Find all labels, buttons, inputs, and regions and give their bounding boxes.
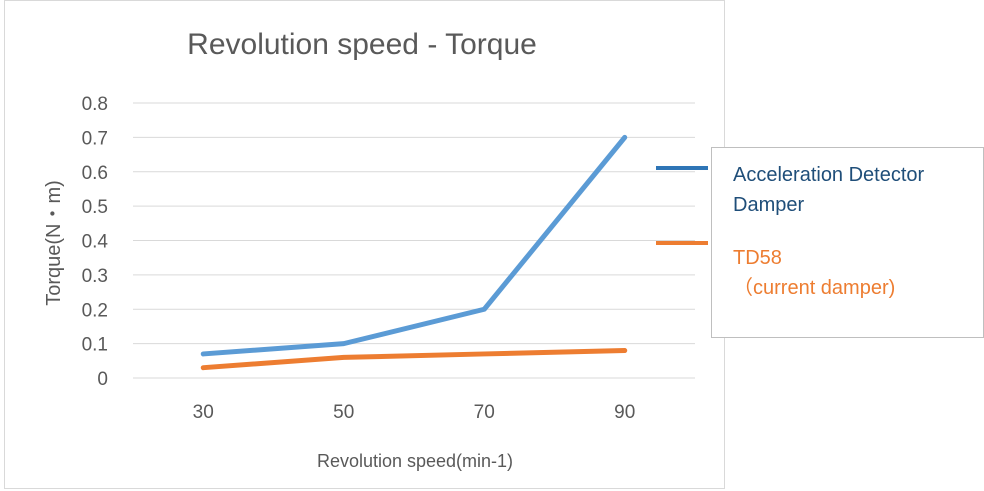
- legend-label-series-1-line1: Acceleration Detector: [733, 164, 925, 186]
- legend-swatch-series-1: [656, 166, 708, 170]
- chart-title: Revolution speed - Torque: [187, 28, 537, 61]
- y-tick-label: 0.2: [82, 300, 108, 321]
- x-axis-ticks: 30 50 70 90: [193, 402, 636, 423]
- series-line-1: [200, 134, 628, 357]
- x-tick-label: 90: [614, 402, 635, 423]
- legend-label-series-1: Acceleration Detector Damper: [733, 160, 924, 220]
- y-tick-label: 0.6: [82, 163, 108, 184]
- legend: [711, 147, 984, 338]
- series-line-2: [200, 348, 628, 371]
- chart-area: [4, 0, 725, 489]
- y-tick-label: 0: [97, 369, 108, 390]
- grid-lines: [133, 102, 695, 379]
- x-tick-label: 30: [193, 402, 214, 423]
- y-tick-label: 0.1: [82, 335, 108, 356]
- legend-label-series-1-line2: Damper: [733, 194, 805, 216]
- series-lines: [200, 134, 628, 371]
- y-axis-ticks: 0 0.1 0.2 0.3 0.4 0.5 0.6 0.7 0.8: [82, 94, 109, 390]
- x-tick-label: 50: [333, 402, 354, 423]
- y-axis-label: Torque(N・m): [43, 180, 65, 306]
- y-tick-label: 0.4: [82, 232, 109, 253]
- x-tick-label: 70: [474, 402, 495, 423]
- legend-swatch-series-2: [656, 241, 708, 245]
- y-tick-label: 0.3: [82, 266, 108, 287]
- legend-label-series-2: TD58 （current damper): [733, 243, 895, 303]
- y-tick-label: 0.7: [82, 128, 108, 149]
- legend-label-series-2-line2: （current damper): [733, 277, 896, 299]
- y-tick-label: 0.5: [82, 197, 108, 218]
- legend-label-series-2-line1: TD58: [733, 247, 782, 269]
- x-axis-label: Revolution speed(min-1): [317, 451, 513, 471]
- y-tick-label: 0.8: [82, 94, 108, 115]
